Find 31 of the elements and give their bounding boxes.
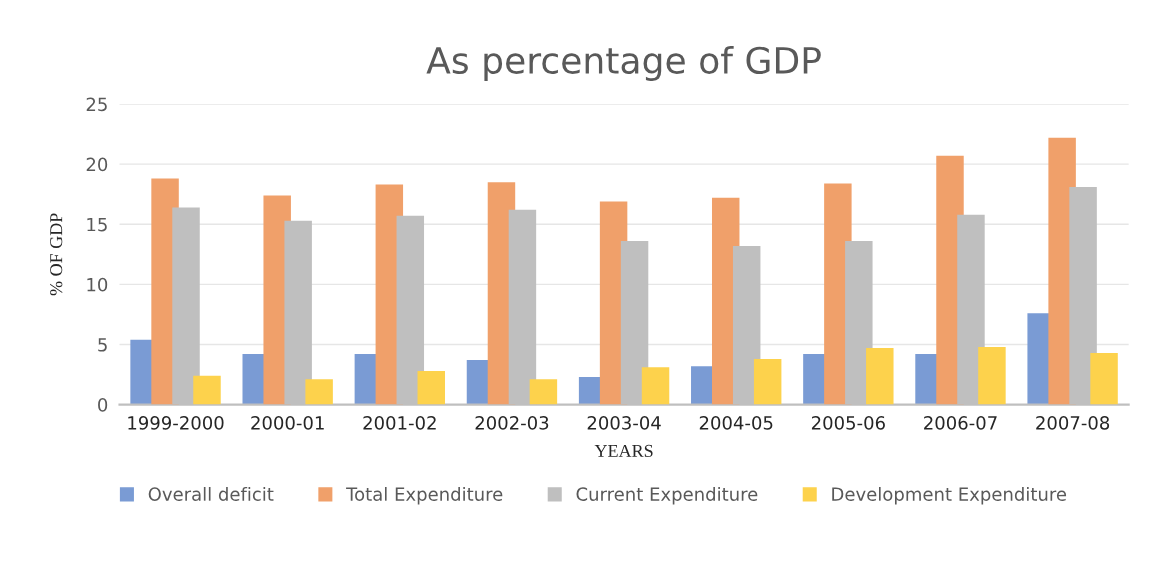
bar <box>641 367 670 405</box>
y-tick-label: 20 <box>86 157 108 172</box>
legend-label: Development Expenditure <box>832 486 1067 505</box>
bar <box>866 348 894 405</box>
legend-label: Current Expenditure <box>576 486 758 505</box>
bar <box>529 379 558 405</box>
x-tick-label: 2003-04 <box>587 416 661 430</box>
y-axis-title: % OF GDP <box>50 213 63 296</box>
x-tick-label: 2000-01 <box>251 416 324 430</box>
x-tick-label: 2005-06 <box>811 416 885 430</box>
x-tick-label: 2007-08 <box>1036 416 1110 430</box>
bar <box>978 346 1006 405</box>
y-tick-label: 25 <box>86 97 107 112</box>
y-tick-label: 5 <box>98 338 107 352</box>
bar <box>193 375 221 405</box>
x-tick-label: 1999-2000 <box>128 416 224 430</box>
y-tick-label: 0 <box>98 398 108 412</box>
legend-label: Total Expenditure <box>346 486 503 505</box>
x-axis-title: YEARS <box>594 444 653 457</box>
y-tick-label: 10 <box>87 277 108 292</box>
legend-label: Overall deficit <box>148 486 274 501</box>
x-tick-label: 2006-07 <box>924 416 997 430</box>
bar <box>753 358 782 405</box>
y-tick-label: 15 <box>87 217 107 232</box>
bar <box>305 379 333 405</box>
x-tick-label: 2001-02 <box>363 416 436 430</box>
bar <box>1090 352 1118 405</box>
x-tick-label: 2004-05 <box>699 416 773 430</box>
bar <box>417 370 445 405</box>
chart-title: As percentage of GDP <box>426 46 821 81</box>
x-tick-label: 2002-03 <box>475 416 549 430</box>
